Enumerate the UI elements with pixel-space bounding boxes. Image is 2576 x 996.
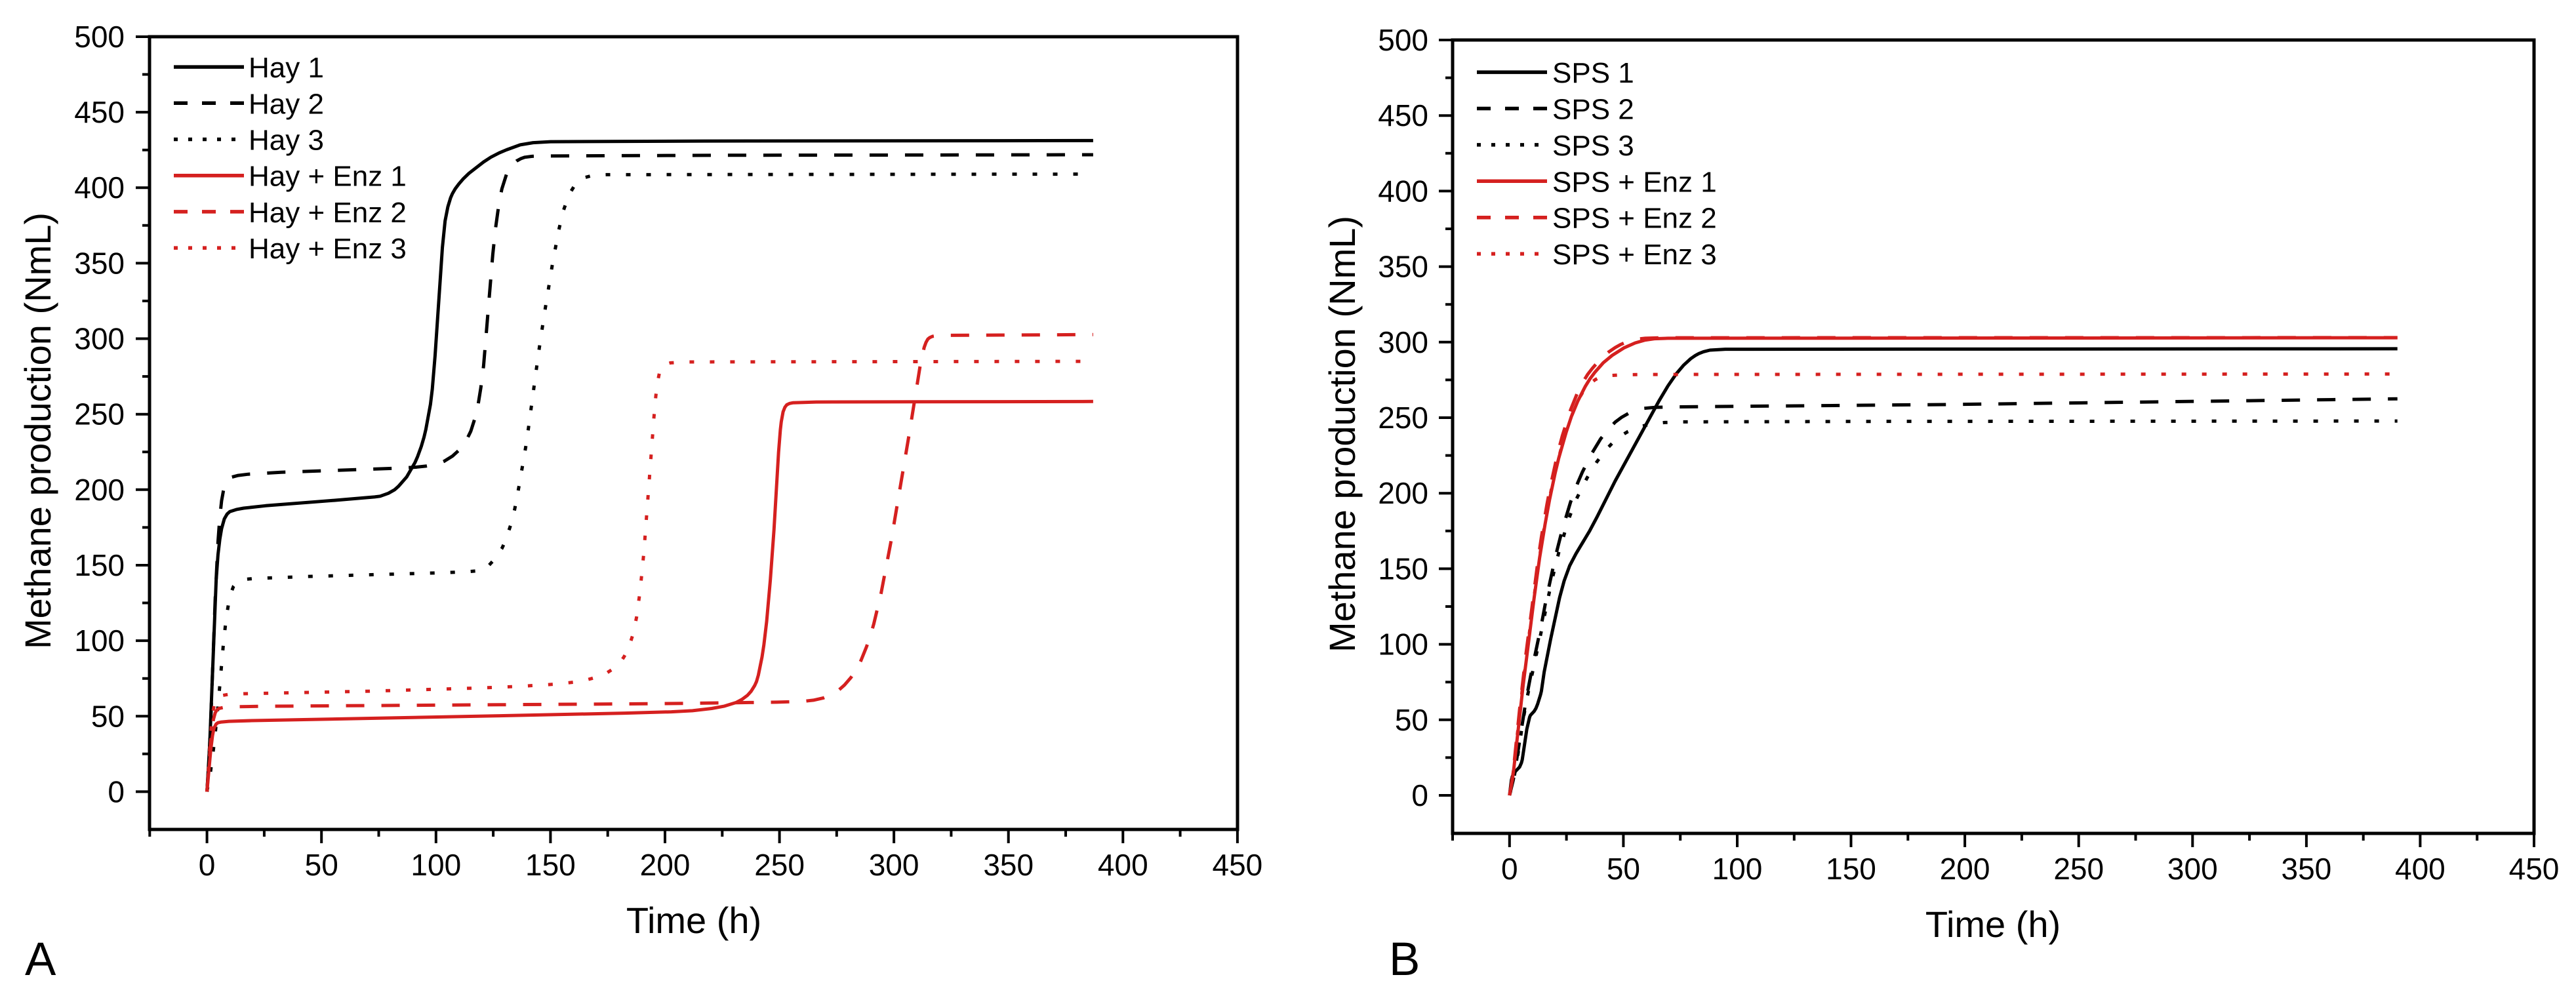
- svg-text:50: 50: [305, 848, 338, 882]
- svg-text:SPS 3: SPS 3: [1552, 130, 1634, 162]
- svg-text:450: 450: [2509, 852, 2560, 886]
- svg-text:A: A: [25, 934, 56, 986]
- svg-text:0: 0: [1501, 852, 1518, 886]
- svg-text:50: 50: [91, 699, 125, 733]
- svg-text:300: 300: [869, 848, 919, 882]
- svg-text:Hay 2: Hay 2: [249, 88, 324, 120]
- svg-text:50: 50: [1395, 703, 1428, 737]
- svg-text:400: 400: [2395, 852, 2445, 886]
- svg-text:500: 500: [1378, 23, 1428, 57]
- svg-text:Methane production (NmL): Methane production (NmL): [1321, 216, 1363, 652]
- svg-text:300: 300: [2167, 852, 2218, 886]
- svg-text:250: 250: [2053, 852, 2104, 886]
- svg-text:100: 100: [1712, 852, 1763, 886]
- svg-text:400: 400: [74, 170, 125, 205]
- svg-text:Hay 1: Hay 1: [249, 52, 324, 84]
- svg-text:250: 250: [1378, 401, 1428, 435]
- svg-text:450: 450: [1213, 848, 1263, 882]
- svg-text:Hay + Enz 3: Hay + Enz 3: [249, 233, 407, 265]
- svg-text:Hay + Enz 1: Hay + Enz 1: [249, 161, 407, 193]
- svg-text:200: 200: [74, 473, 125, 507]
- svg-text:300: 300: [1378, 325, 1428, 359]
- svg-text:0: 0: [108, 774, 125, 808]
- svg-text:0: 0: [1411, 778, 1428, 812]
- svg-text:150: 150: [1826, 852, 1876, 886]
- svg-text:350: 350: [983, 848, 1034, 882]
- svg-text:150: 150: [1378, 551, 1428, 586]
- svg-text:Time (h): Time (h): [626, 900, 761, 941]
- svg-text:450: 450: [74, 95, 125, 129]
- svg-text:SPS + Enz 3: SPS + Enz 3: [1552, 239, 1717, 271]
- svg-text:0: 0: [199, 848, 216, 882]
- svg-text:400: 400: [1378, 174, 1428, 208]
- svg-text:Methane production (NmL): Methane production (NmL): [17, 212, 58, 649]
- svg-text:300: 300: [74, 322, 125, 356]
- svg-text:400: 400: [1098, 848, 1148, 882]
- svg-text:200: 200: [1940, 852, 1990, 886]
- svg-text:500: 500: [74, 20, 125, 54]
- svg-text:SPS 1: SPS 1: [1552, 57, 1634, 89]
- svg-text:SPS 2: SPS 2: [1552, 94, 1634, 126]
- svg-text:B: B: [1389, 934, 1420, 986]
- svg-text:350: 350: [1378, 250, 1428, 284]
- svg-text:100: 100: [1378, 627, 1428, 662]
- svg-text:SPS + Enz 2: SPS + Enz 2: [1552, 203, 1717, 235]
- svg-text:150: 150: [525, 848, 576, 882]
- svg-text:350: 350: [2282, 852, 2332, 886]
- svg-text:SPS + Enz 1: SPS + Enz 1: [1552, 166, 1717, 198]
- svg-text:50: 50: [1607, 852, 1640, 886]
- svg-text:250: 250: [754, 848, 805, 882]
- svg-text:200: 200: [1378, 476, 1428, 510]
- svg-text:450: 450: [1378, 98, 1428, 132]
- svg-text:250: 250: [74, 397, 125, 431]
- svg-text:350: 350: [74, 246, 125, 280]
- svg-text:150: 150: [74, 548, 125, 582]
- svg-text:100: 100: [411, 848, 461, 882]
- svg-text:Hay 3: Hay 3: [249, 125, 324, 157]
- svg-text:200: 200: [640, 848, 691, 882]
- svg-text:Time (h): Time (h): [1925, 904, 2061, 945]
- svg-text:100: 100: [74, 624, 125, 658]
- svg-text:Hay + Enz 2: Hay + Enz 2: [249, 197, 407, 229]
